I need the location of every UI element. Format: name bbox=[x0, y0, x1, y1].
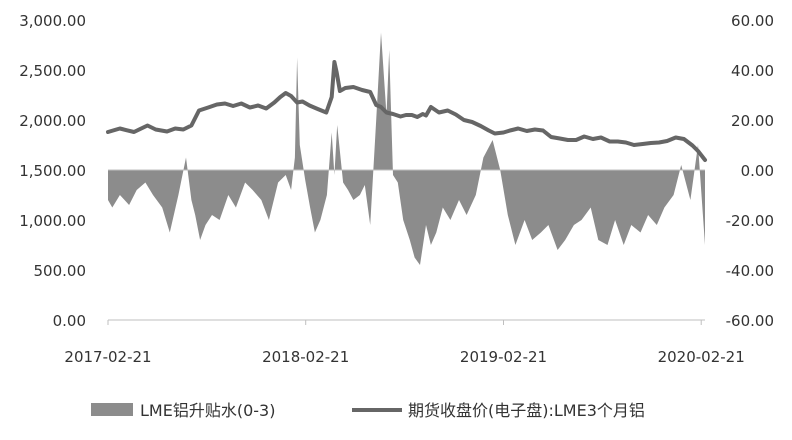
x-tick-label: 2020-02-21 bbox=[658, 348, 745, 366]
left-tick-label: 0.00 bbox=[53, 312, 86, 330]
left-tick-label: 1,500.00 bbox=[19, 162, 86, 180]
axes-layer: 0.00 500.00 1,000.00 1,500.00 2,000.00 2,500.… bbox=[19, 12, 774, 366]
x-tick-label: 2017-02-21 bbox=[64, 348, 151, 366]
right-tick-label: 60.00 bbox=[731, 12, 774, 30]
legend: LME铝升贴水(0-3) 期货收盘价(电子盘):LME3个月铝 bbox=[91, 401, 645, 420]
left-tick-label: 1,000.00 bbox=[19, 212, 86, 230]
price-line bbox=[106, 60, 707, 162]
left-tick-label: 3,000.00 bbox=[19, 12, 86, 30]
left-tick-label: 2,500.00 bbox=[19, 62, 86, 80]
x-tick-label: 2019-02-21 bbox=[460, 348, 547, 366]
price-line-layer bbox=[106, 60, 707, 162]
legend-label-line: 期货收盘价(电子盘):LME3个月铝 bbox=[408, 401, 645, 420]
premium-area-layer bbox=[108, 32, 705, 265]
right-tick-label: -20.00 bbox=[726, 212, 774, 230]
right-tick-label: 40.00 bbox=[731, 62, 774, 80]
right-tick-label: 0.00 bbox=[741, 162, 774, 180]
right-tick-label: -60.00 bbox=[726, 312, 774, 330]
right-tick-label: -40.00 bbox=[726, 262, 774, 280]
right-tick-label: 20.00 bbox=[731, 112, 774, 130]
premium-area bbox=[108, 32, 705, 265]
legend-swatch-area bbox=[91, 403, 133, 416]
x-tick-label: 2018-02-21 bbox=[262, 348, 349, 366]
left-tick-label: 500.00 bbox=[34, 262, 87, 280]
legend-label-area: LME铝升贴水(0-3) bbox=[140, 401, 275, 420]
left-tick-label: 2,000.00 bbox=[19, 112, 86, 130]
